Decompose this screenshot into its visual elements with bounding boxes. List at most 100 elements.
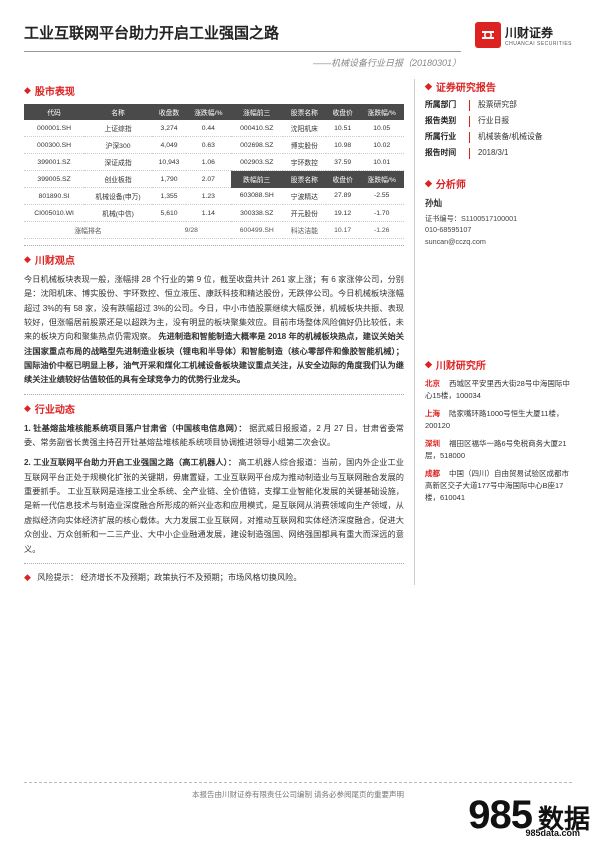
- logo-cn: 川财证券: [505, 24, 572, 41]
- section-dynamics-title: 行业动态: [35, 401, 75, 416]
- cell: 1.14: [186, 205, 231, 222]
- cell: 0.44: [186, 120, 231, 137]
- table-row: 801890.SI机械设备(申万)1,3551.23 603088.SH宁波精达…: [24, 188, 404, 205]
- side-inst-title: ◆ 川财研究所: [425, 357, 572, 372]
- cell: 1,355: [152, 188, 186, 205]
- cell: 上证综指: [84, 120, 152, 137]
- watermark-sub: 985data.com: [525, 828, 580, 838]
- cell: 沈阳机床: [283, 120, 326, 137]
- office-city: 成都: [425, 468, 449, 480]
- watermark: 985 数据 985data.com: [468, 793, 590, 838]
- side-report-title-text: 证券研究报告: [436, 79, 496, 94]
- office-row: 上海陆家嘴环路1000号恒生大厦11楼，200120: [425, 408, 572, 432]
- table-row: CI005010.WI机械(中信)5,6101.14 300338.SZ开元股份…: [24, 205, 404, 222]
- office-row: 成都中国（四川）自由贸易试验区成都市高新区交子大道177号中海国际中心B座17楼…: [425, 468, 572, 504]
- cell: 000410.SZ: [231, 120, 283, 137]
- rank-value: 9/28: [152, 222, 231, 239]
- cell: 000300.SH: [24, 137, 84, 154]
- office-city: 北京: [425, 378, 449, 390]
- kv-val: 2018/3/1: [478, 148, 572, 159]
- divider: [24, 394, 404, 395]
- risk-text: 经济增长不及预期；政策执行不及预期；市场风格切换风险。: [80, 573, 301, 582]
- side-analyst-title: ◆ 分析师: [425, 176, 572, 191]
- cell: 10.98: [326, 137, 360, 154]
- cell: 5,610: [152, 205, 186, 222]
- dynamics-item: 2. 工业互联网平台助力开启工业强国之路（高工机器人）： 高工机器人综合报道：当…: [24, 456, 404, 556]
- diamond-icon: ◆: [24, 403, 31, 414]
- analyst-line: suncan@cczq.com: [425, 236, 572, 248]
- cell: 10.17: [326, 222, 360, 239]
- analyst-name: 孙灿: [425, 197, 572, 209]
- office-city: 上海: [425, 408, 449, 420]
- analyst-line: 证书编号：S1100517100001: [425, 213, 572, 225]
- th: 股票名称: [283, 104, 326, 120]
- th: 收盘价: [326, 104, 360, 120]
- cell: 27.89: [326, 188, 360, 205]
- kv-val: 股票研究部: [478, 100, 572, 111]
- cell: -1.70: [359, 205, 404, 222]
- cell: 创业板指: [84, 171, 152, 188]
- th: 涨幅前三: [231, 104, 283, 120]
- cell: -2.55: [359, 188, 404, 205]
- office-row: 深圳福田区福华一路6号免税商务大厦21层，518000: [425, 438, 572, 462]
- subtitle-row: ——机械设备行业日报（20180301）: [24, 51, 461, 69]
- logo-icon: [475, 22, 501, 48]
- diamond-icon: ◆: [24, 85, 31, 96]
- side-report-title: ◆ 证券研究报告: [425, 79, 572, 94]
- diamond-icon: ◆: [24, 254, 31, 265]
- cell: 19.12: [326, 205, 360, 222]
- section-viewpoint-head: ◆ 川财观点: [24, 252, 404, 267]
- cell: -1.26: [359, 222, 404, 239]
- cell: 机械设备(申万): [84, 188, 152, 205]
- table-row: 000300.SH沪深3004,0490.63 002698.SZ博实股份10.…: [24, 137, 404, 154]
- cell: 沪深300: [84, 137, 152, 154]
- company-logo: 川财证券 CHUANCAI SECURITIES: [475, 22, 572, 48]
- cell: 801890.SI: [24, 188, 84, 205]
- kv-key: 报告类别: [425, 116, 469, 127]
- th: 涨跌幅/%: [359, 104, 404, 120]
- th: 涨跌幅/%: [186, 104, 231, 120]
- th: 股票名称: [283, 171, 326, 188]
- title-block: 工业互联网平台助力开启工业强国之路 ——机械设备行业日报（20180301）: [24, 22, 467, 69]
- diamond-icon: ◆: [425, 178, 432, 189]
- cell: 4,049: [152, 137, 186, 154]
- cell: 399005.SZ: [24, 171, 84, 188]
- page-header: 工业互联网平台助力开启工业强国之路 ——机械设备行业日报（20180301） 川…: [24, 22, 572, 69]
- divider: [24, 563, 404, 564]
- divider: [24, 245, 404, 246]
- cell: 002698.SZ: [231, 137, 283, 154]
- kv-row: 所属部门股票研究部: [425, 100, 572, 111]
- risk-line: ◆ 风险提示： 经济增长不及预期；政策执行不及预期；市场风格切换风险。: [24, 570, 404, 585]
- cell: 10,943: [152, 154, 186, 171]
- kv-bar: [469, 100, 472, 111]
- main-column: ◆ 股市表现 代码 名称 收盘数 涨跌幅/% 涨幅前三 股票名称 收盘价 涨跌幅…: [24, 79, 414, 585]
- kv-bar: [469, 148, 472, 159]
- kv-row: 报告类别行业日报: [425, 116, 572, 127]
- kv-val: 行业日报: [478, 116, 572, 127]
- dynamics-item: 1. 钍基熔盐堆核能系统项目落户甘肃省（中国核电信息网）： 据武威日报报道，2 …: [24, 422, 404, 451]
- cell: 37.59: [326, 154, 360, 171]
- risk-label: 风险提示：: [37, 573, 78, 582]
- subtitle: ——机械设备行业日报（20180301）: [313, 56, 461, 69]
- cell: 10.02: [359, 137, 404, 154]
- cell: 深证成指: [84, 154, 152, 171]
- cell: 10.51: [326, 120, 360, 137]
- cell: 博实股份: [283, 137, 326, 154]
- kv-row: 报告时间2018/3/1: [425, 148, 572, 159]
- table-row: 000001.SH上证综指3,2740.44 000410.SZ沈阳机床10.5…: [24, 120, 404, 137]
- dynamics-item-title: 1. 钍基熔盐堆核能系统项目落户甘肃省（中国核电信息网）：: [24, 424, 247, 433]
- table-row: 399001.SZ深证成指10,9431.06 002903.SZ宇环数控37.…: [24, 154, 404, 171]
- cell: 1.23: [186, 188, 231, 205]
- cell: 600499.SH: [231, 222, 283, 239]
- table-subheader-row: 399005.SZ创业板指1,7902.07 跌幅前三股票名称收盘价涨跌幅/%: [24, 171, 404, 188]
- cell: 宇环数控: [283, 154, 326, 171]
- diamond-icon: ◆: [425, 81, 432, 92]
- cell: 002903.SZ: [231, 154, 283, 171]
- office-city: 深圳: [425, 438, 449, 450]
- cell: 603088.SH: [231, 188, 283, 205]
- main-title: 工业互联网平台助力开启工业强国之路: [24, 22, 467, 43]
- section-market-title: 股市表现: [35, 83, 75, 98]
- rank-row: 涨幅排名 9/28 600499.SH科达洁能10.17-1.26: [24, 222, 404, 239]
- section-dynamics-head: ◆ 行业动态: [24, 401, 404, 416]
- logo-text: 川财证券 CHUANCAI SECURITIES: [505, 24, 572, 47]
